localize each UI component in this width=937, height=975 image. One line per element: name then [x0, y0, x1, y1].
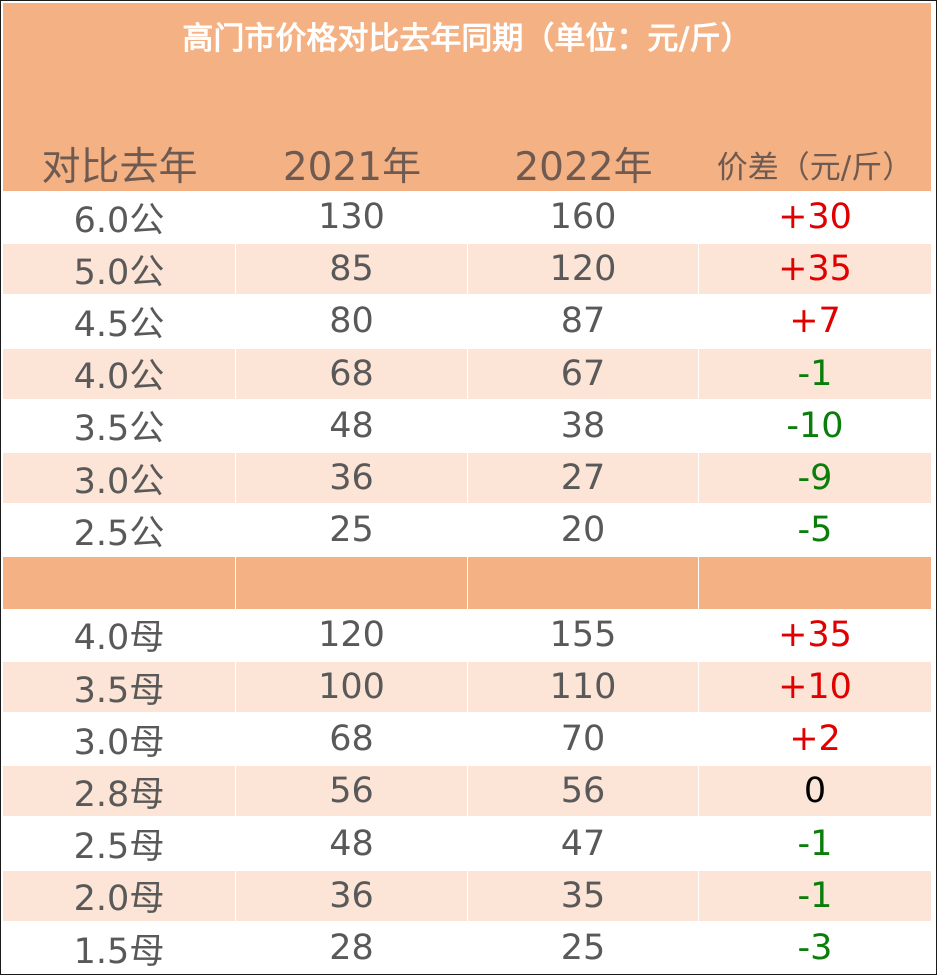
price-diff-cell: +35: [778, 249, 852, 290]
divider-cell: [468, 557, 699, 610]
divider-cell: [3, 557, 236, 610]
price-diff-cell: +30: [778, 197, 852, 237]
price-2021-cell: 68: [236, 348, 468, 399]
price-2022-cell: 155: [468, 609, 699, 660]
price-diff-cell: -3: [797, 928, 833, 968]
price-2021-cell: 25: [236, 505, 468, 556]
price-2021-cell: 56: [236, 766, 468, 817]
spec-cell: 3.0公: [3, 453, 236, 503]
spec-cell: 4.5公: [3, 296, 236, 347]
spec-cell: 4.0公: [3, 348, 236, 399]
price-2022-cell: 87: [468, 296, 699, 347]
price-2022-cell: 67: [468, 348, 699, 399]
price-diff-cell: +2: [789, 719, 841, 760]
spec-cell: 3.5母: [3, 662, 236, 712]
price-2021-cell: 130: [236, 192, 468, 242]
table-row: 2.5母 48 47 -1: [3, 818, 931, 869]
table-row: 4.0母 120 155 +35: [3, 609, 931, 660]
price-2021-cell: 48: [236, 400, 468, 451]
price-2022-cell: 160: [468, 192, 699, 242]
price-diff-cell: +35: [778, 614, 852, 655]
column-header-2022: 2022年: [514, 145, 653, 190]
table-row: 1.5母 28 25 -3: [3, 923, 931, 973]
table-header-band: 高门市价格对比去年同期（单位：元/斤） 对比去年 2021年 2022年 价差（…: [3, 3, 931, 191]
table-row: 2.5公 25 20 -5: [3, 505, 931, 556]
price-2021-cell: 80: [236, 296, 468, 347]
column-header-spec: 对比去年: [41, 145, 198, 190]
table-row: 2.8母 56 56 0: [3, 766, 931, 817]
table-row: 2.0母 36 35 -1: [3, 870, 931, 921]
price-2021-cell: 100: [236, 662, 468, 712]
spec-cell: 2.5公: [3, 505, 236, 556]
price-diff-cell: +7: [789, 301, 841, 342]
divider-cell: [699, 557, 931, 609]
price-2022-cell: 25: [468, 923, 699, 973]
price-2021-cell: 28: [236, 923, 468, 973]
price-2022-cell: 47: [468, 818, 699, 869]
price-2022-cell: 20: [468, 505, 699, 556]
price-diff-cell: +10: [778, 667, 852, 707]
spec-cell: 2.8母: [3, 766, 236, 817]
price-2022-cell: 56: [468, 766, 699, 817]
price-diff-cell: -1: [797, 353, 833, 394]
price-2021-cell: 85: [236, 244, 468, 295]
divider-cell: [236, 557, 468, 610]
table-row: 3.0公 36 27 -9: [3, 453, 931, 503]
price-diff-cell: -5: [797, 510, 833, 551]
table-row: 3.0母 68 70 +2: [3, 714, 931, 765]
column-header-2021: 2021年: [282, 145, 422, 190]
price-2021-cell: 68: [236, 714, 468, 765]
price-2022-cell: 38: [468, 400, 699, 451]
price-2022-cell: 110: [468, 662, 699, 712]
table-row: 4.0公 68 67 -1: [3, 348, 931, 399]
price-diff-cell: -1: [797, 875, 833, 916]
spec-cell: 2.5母: [3, 818, 236, 869]
price-2022-cell: 27: [468, 453, 699, 503]
column-header-diff: 价差（元/斤）: [716, 149, 914, 186]
table-row: 4.5公 80 87 +7: [3, 296, 931, 347]
spec-cell: 6.0公: [3, 192, 236, 242]
table-row: 5.0公 85 120 +35: [3, 244, 931, 295]
spec-cell: 4.0母: [3, 609, 236, 660]
table-title: 高门市价格对比去年同期（单位：元/斤）: [182, 21, 752, 57]
table-row: 3.5公 48 38 -10: [3, 400, 931, 451]
spec-cell: 3.0母: [3, 714, 236, 765]
section-divider-band: [3, 557, 931, 610]
spec-cell: 2.0母: [3, 870, 236, 921]
price-2022-cell: 35: [468, 870, 699, 921]
spec-cell: 1.5母: [3, 923, 236, 973]
price-2021-cell: 48: [236, 818, 468, 869]
table-row: 3.5母 100 110 +10: [3, 662, 931, 712]
price-diff-cell: 0: [803, 771, 827, 812]
price-2022-cell: 120: [468, 244, 699, 295]
table-row: 6.0公 130 160 +30: [3, 192, 931, 242]
price-2021-cell: 36: [236, 870, 468, 921]
price-diff-cell: -1: [797, 823, 833, 864]
spec-cell: 3.5公: [3, 400, 236, 451]
price-diff-cell: -9: [797, 458, 833, 498]
spec-cell: 5.0公: [3, 244, 236, 295]
price-2021-cell: 36: [236, 453, 468, 503]
price-2022-cell: 70: [468, 714, 699, 765]
price-diff-cell: -10: [786, 405, 844, 446]
price-2021-cell: 120: [236, 609, 468, 660]
